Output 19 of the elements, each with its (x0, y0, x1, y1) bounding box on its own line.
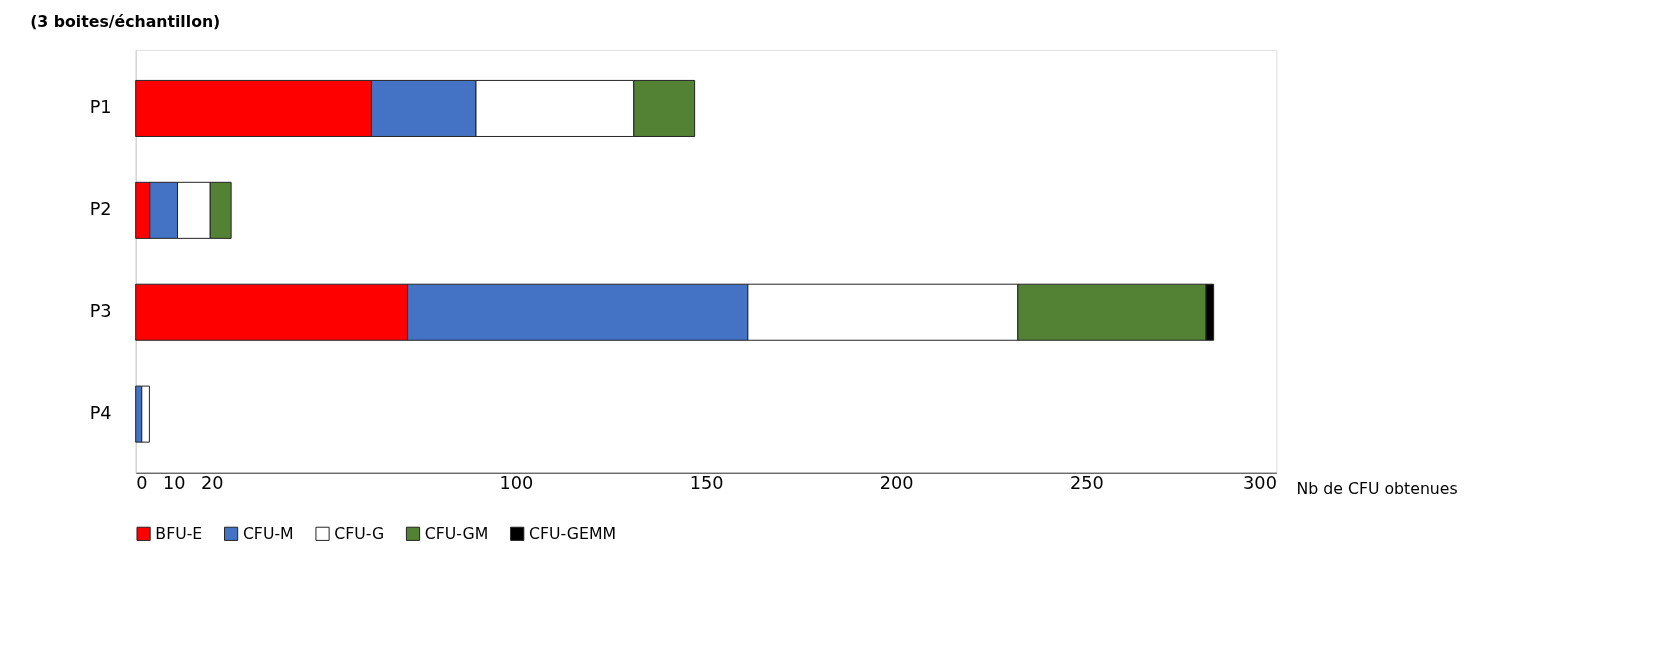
x-tick-label: 250 (1069, 472, 1104, 493)
x-tick-label: 300 (1243, 472, 1277, 493)
y-tick-label: P4 (89, 403, 112, 424)
x-tick-label: 0 (136, 472, 148, 493)
x-tick-label: 200 (879, 472, 914, 493)
legend-label: BFU-E (155, 523, 203, 543)
y-tick-label: P1 (89, 97, 112, 118)
x-tick-label: 100 (499, 472, 534, 493)
x-axis-title: Nb de CFU obtenues (1296, 478, 1458, 498)
x-tick-label: 20 (200, 472, 224, 493)
y-tick-label: P3 (89, 301, 112, 322)
chart-title: (3 boites/échantillon) (30, 12, 221, 32)
legend-label: CFU-GEMM (529, 523, 617, 543)
legend-label: CFU-G (334, 523, 385, 543)
legend-label: CFU-M (242, 523, 294, 543)
legend-label: CFU-GM (424, 523, 489, 543)
x-tick-label: 150 (689, 472, 724, 493)
x-tick-label: 10 (162, 472, 186, 493)
y-tick-label: P2 (89, 199, 112, 220)
